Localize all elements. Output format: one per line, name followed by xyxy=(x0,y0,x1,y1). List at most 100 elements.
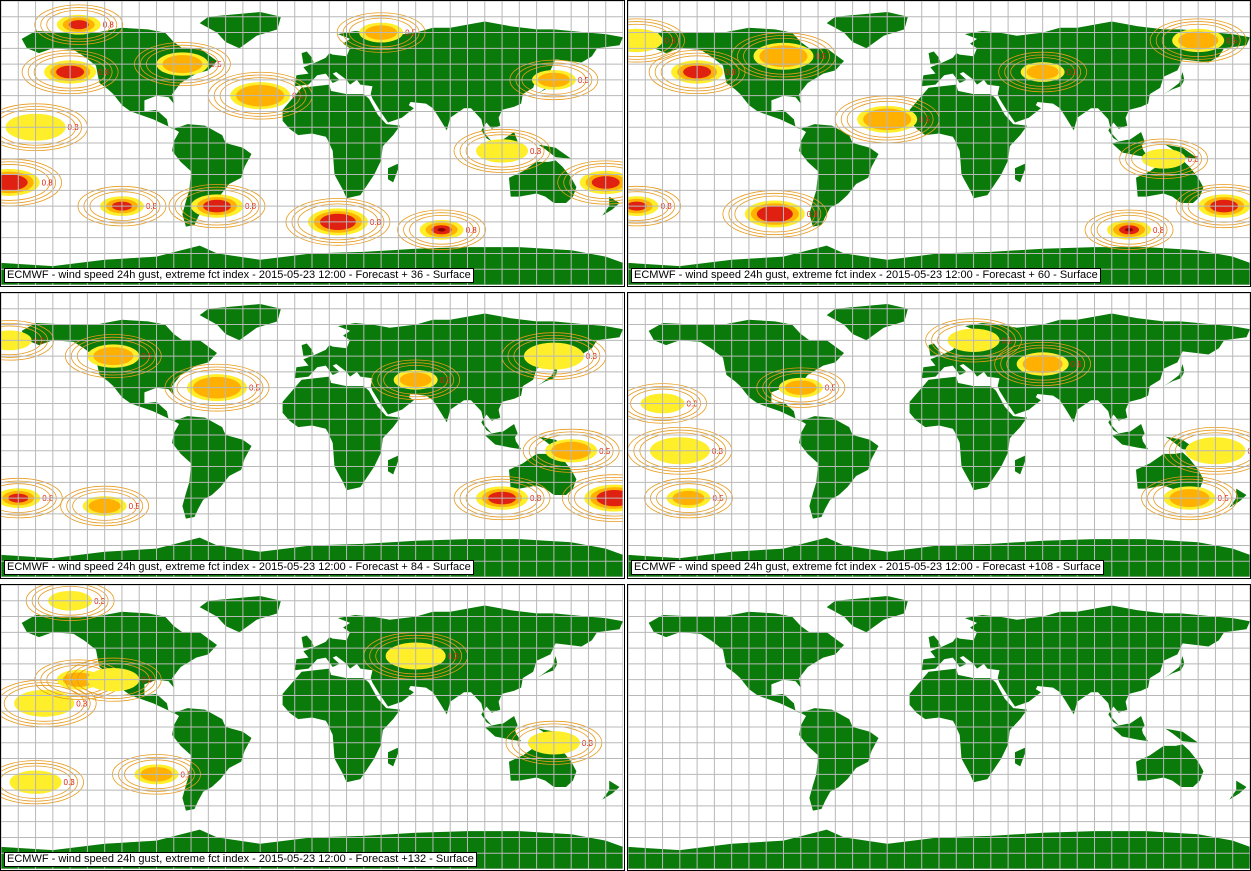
landmass-japan xyxy=(1163,364,1185,387)
gust-contour xyxy=(628,23,674,58)
landmass-eurasia xyxy=(921,605,1250,726)
landmass-indonesia xyxy=(476,719,522,742)
contour-label: 0.5 xyxy=(440,376,452,385)
graticule xyxy=(628,585,1250,869)
map-forecast-60: 0.80.80.80.80.80.50.50.50.50.30.3 xyxy=(628,1,1250,285)
landmass-british-isles xyxy=(928,51,941,65)
landmass-new-guinea xyxy=(538,144,572,159)
gust-area-high xyxy=(756,205,793,223)
landmass-indonesia xyxy=(1103,427,1149,450)
contour-label: 0.3 xyxy=(665,36,677,45)
graticule xyxy=(1,1,623,285)
landmass-madagascar xyxy=(1015,747,1026,767)
landmass-south-america xyxy=(172,416,252,519)
landmass-borneo xyxy=(500,424,518,442)
contour-label: 0.3 xyxy=(76,699,88,708)
gust-contour xyxy=(397,209,486,250)
landmass-new-guinea xyxy=(1165,144,1199,159)
contour-label: 0.5 xyxy=(816,52,828,61)
landmass-australia xyxy=(509,744,577,787)
landmass-australia xyxy=(509,452,577,495)
gust-contour xyxy=(1,682,91,725)
gust-contour xyxy=(628,21,680,60)
map-caption: ECMWF - wind speed 24h gust, extreme fct… xyxy=(631,560,1104,575)
map-forecast-84: 0.80.80.80.50.50.50.50.50.30.3 xyxy=(1,293,623,577)
map-caption: ECMWF - wind speed 24h gust, extreme fct… xyxy=(631,268,1101,283)
contour-label: 0.8 xyxy=(42,178,54,187)
gust-contour xyxy=(628,18,686,63)
gust-contour xyxy=(34,4,124,45)
landmass-north-america xyxy=(648,611,844,715)
gust-contour xyxy=(1,161,57,204)
landmass-indonesia xyxy=(476,427,522,450)
landmass-japan xyxy=(1163,656,1185,679)
contour-label: 0.3 xyxy=(530,147,542,156)
landmass-south-america xyxy=(799,708,879,811)
landmass-british-isles xyxy=(928,635,941,649)
map-forecast-132: 0.50.30.30.50.30.30.30.3 xyxy=(1,585,623,869)
gust-contour xyxy=(1,164,51,201)
graticule xyxy=(1,585,623,869)
map-caption: ECMWF - wind speed 24h gust, extreme fct… xyxy=(4,852,477,867)
landmass-british-isles xyxy=(301,635,314,649)
contour-label: 0.3 xyxy=(687,399,699,408)
landmass-australia xyxy=(509,160,577,203)
map-panel-empty xyxy=(627,584,1251,871)
landmass-japan xyxy=(1163,72,1185,95)
landmass-eurasia xyxy=(921,21,1250,142)
map-forecast-36: 0.80.80.80.80.80.80.80.80.50.50.30.30.50… xyxy=(1,1,623,285)
landmass-greenland xyxy=(199,596,281,633)
map-panel-forecast-84: 0.80.80.80.50.50.50.50.50.30.3 ECMWF - w… xyxy=(0,292,625,579)
contour-label: 0.3 xyxy=(141,676,153,685)
landmass-borneo xyxy=(1127,716,1145,734)
map-caption: ECMWF - wind speed 24h gust, extreme fct… xyxy=(4,560,474,575)
contour-label: 0.3 xyxy=(68,123,80,132)
landmass-madagascar xyxy=(1015,163,1026,183)
gust-contour xyxy=(40,7,118,43)
landmass-madagascar xyxy=(388,747,399,767)
gust-contour xyxy=(728,192,822,236)
landmass-south-america xyxy=(799,124,879,227)
graticule xyxy=(1,293,623,577)
landmass-madagascar xyxy=(1015,455,1026,475)
landmass-indonesia xyxy=(1103,135,1149,158)
landmass-north-america xyxy=(21,27,218,131)
landmass-madagascar xyxy=(388,455,399,475)
landmass-north-america xyxy=(21,319,218,423)
contour-label: 0.3 xyxy=(34,336,46,345)
landmass-british-isles xyxy=(928,343,941,357)
gust-area-low xyxy=(14,689,75,717)
landmass-new-guinea xyxy=(1165,728,1199,743)
map-panel-forecast-108: 0.50.50.30.50.50.30.30.3 ECMWF - wind sp… xyxy=(627,292,1251,579)
gust-contour xyxy=(409,214,474,245)
landmass-eurasia xyxy=(294,605,623,726)
contour-label: 0.3 xyxy=(448,652,460,661)
gust-area-high xyxy=(1,174,28,191)
contour-label: 0.5 xyxy=(1067,68,1079,77)
gust-contour xyxy=(403,212,480,248)
landmass-greenland xyxy=(826,12,908,49)
landmass-eurasia xyxy=(294,313,623,434)
landmass-south-america xyxy=(172,708,252,811)
map-panel-forecast-60: 0.80.80.80.80.80.50.50.50.50.30.3 ECMWF … xyxy=(627,0,1251,287)
landmass-greenland xyxy=(826,596,908,633)
landmass-north-america xyxy=(648,319,844,423)
landmass-british-isles xyxy=(301,51,314,65)
contour-label: 0.5 xyxy=(919,115,931,124)
landmass-borneo xyxy=(500,716,518,734)
contour-label: 0.8 xyxy=(98,68,110,77)
map-forecast-108: 0.50.50.30.50.50.30.30.3 xyxy=(628,293,1250,577)
contour-label: 0.8 xyxy=(725,68,737,77)
map-caption: ECMWF - wind speed 24h gust, extreme fct… xyxy=(4,268,474,283)
contour-label: 0.5 xyxy=(129,502,141,511)
gust-contour xyxy=(3,684,85,722)
contour-label: 0.8 xyxy=(807,210,819,219)
contour-label: 0.3 xyxy=(586,352,598,361)
contour-label: 0.5 xyxy=(141,352,153,361)
gust-area-high xyxy=(68,20,89,30)
gust-contour xyxy=(734,195,816,233)
gust-contour xyxy=(46,9,112,40)
contour-label: 0.3 xyxy=(64,778,76,787)
landmass-australia xyxy=(1136,744,1204,787)
map-land-only xyxy=(628,585,1250,869)
